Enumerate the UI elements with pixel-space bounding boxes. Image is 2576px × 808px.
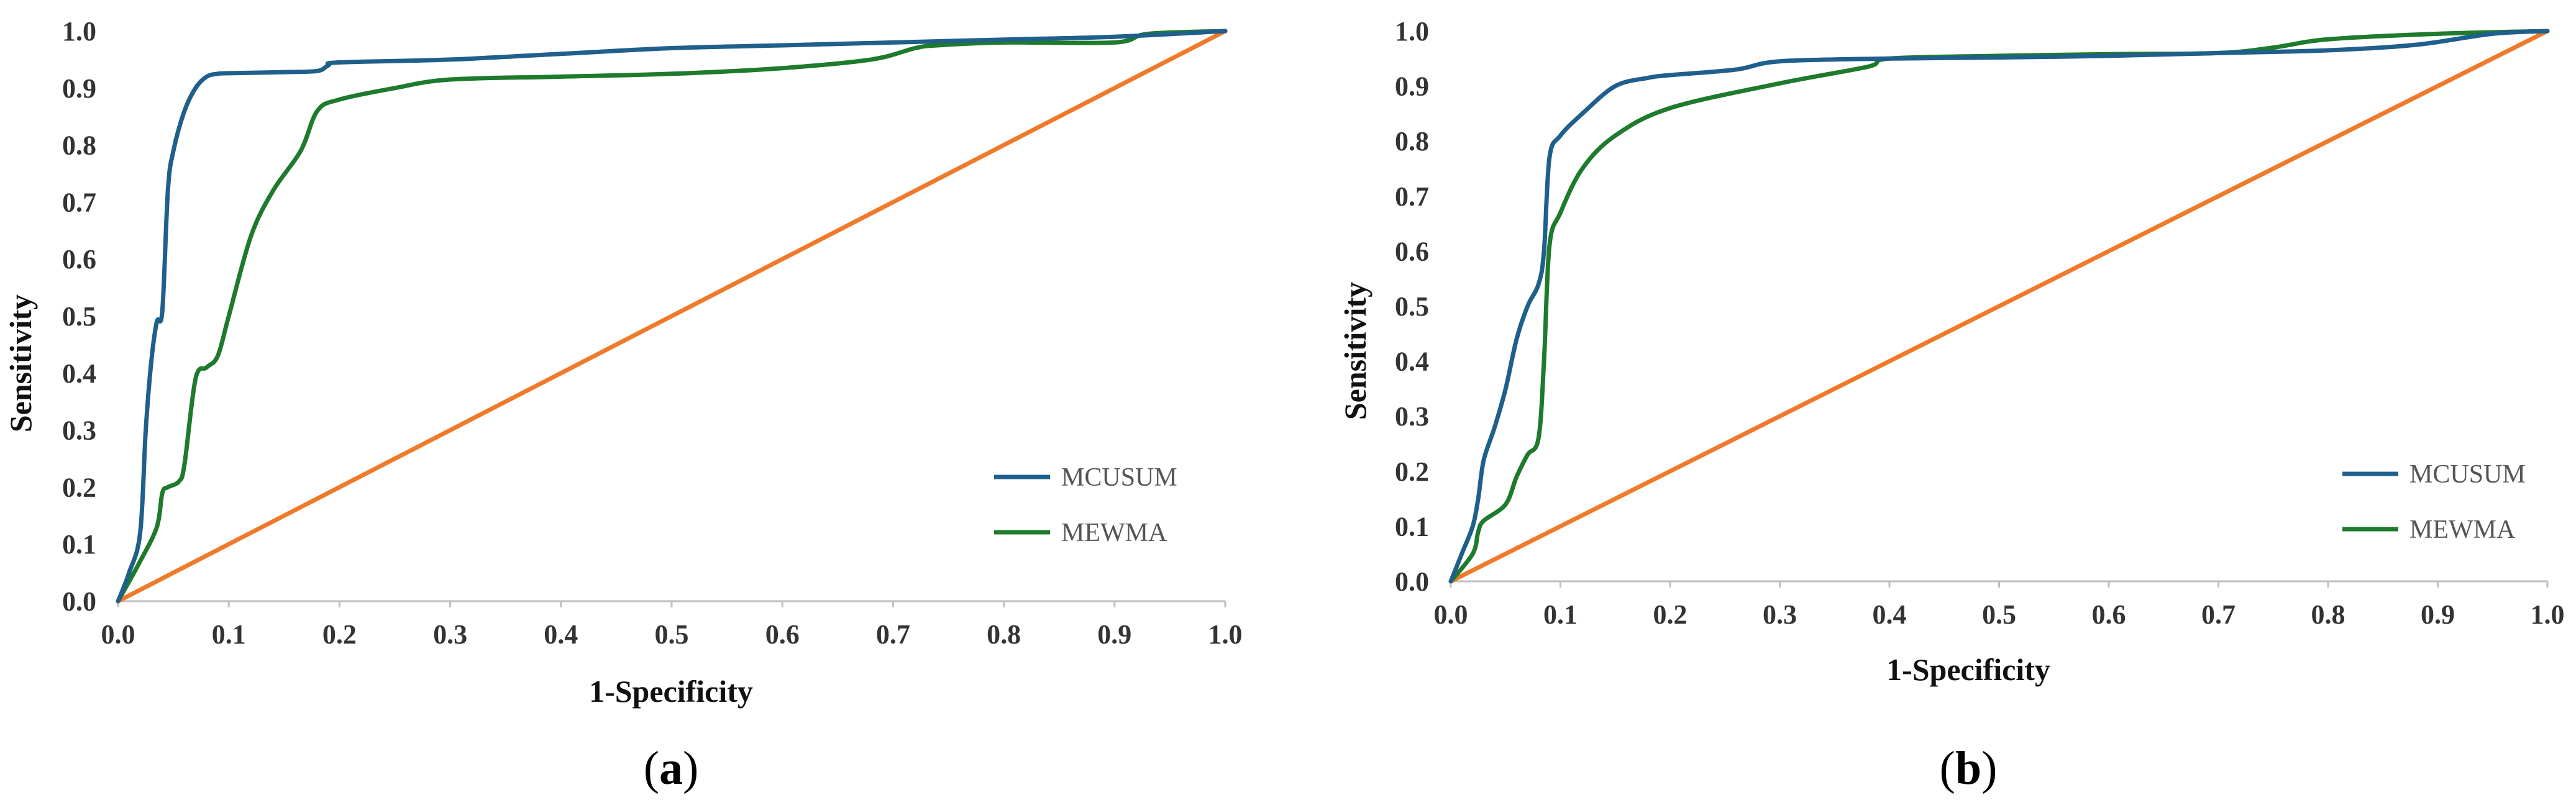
x-tick-label-b: 1.0 (2531, 599, 2565, 630)
x-tick-label-a: 1.0 (1208, 619, 1243, 650)
y-tick-label-b: 0.8 (1395, 126, 1429, 157)
x-tick-label-a: 0.3 (433, 619, 467, 650)
plot-area-a: 0.0 0.1 0.2 0.3 0.4 0.5 0.6 0.7 0.8 0.9 1.0 0.0 0.1 0… (62, 16, 1243, 650)
y-tick-label-b: 0.2 (1395, 456, 1429, 487)
y-tick-label-b: 0.9 (1395, 71, 1429, 102)
x-tick-label-a: 0.9 (1097, 619, 1131, 650)
legend-label-mcusum-a: MCUSUM (1061, 463, 1177, 492)
series-line-mewma-a (116, 29, 1228, 604)
x-tick-label-b: 0.7 (2201, 599, 2236, 630)
chart-panel-a: 0.0 0.1 0.2 0.3 0.4 0.5 0.6 0.7 0.8 0.9 1.0 0.0 0.1 0… (3, 16, 1243, 794)
x-axis-title-a: 1-Specificity (589, 674, 753, 709)
y-tick-label-a: 0.8 (62, 130, 96, 161)
y-tick-label-b: 0.6 (1395, 236, 1429, 266)
legend-label-mewma-b: MEWMA (2409, 515, 2516, 544)
y-tick-label-a: 0.9 (62, 73, 96, 104)
legend-label-mcusum-b: MCUSUM (2409, 460, 2526, 489)
x-tick-label-a: 0.8 (987, 619, 1021, 650)
panel-label-b: (b) (1940, 742, 1998, 794)
x-tick-label-b: 0.6 (2092, 599, 2126, 630)
x-tick-label-a: 0.0 (101, 619, 135, 650)
chart-panel-b: 0.0 0.1 0.2 0.3 0.4 0.5 0.6 0.7 0.8 0.9 1.0 0.0 0.1 0… (1338, 16, 2565, 794)
y-tick-label-a: 0.5 (62, 301, 96, 332)
series-line-mcusum-b (1448, 29, 2550, 584)
y-tick-label-a: 0.3 (62, 415, 96, 446)
x-tick-label-a: 0.2 (322, 619, 357, 650)
plot-area-b: 0.0 0.1 0.2 0.3 0.4 0.5 0.6 0.7 0.8 0.9 1.0 0.0 0.1 0… (1395, 16, 2565, 630)
y-tick-label-a: 0.7 (62, 187, 96, 217)
y-axis-title-a: Sensitivity (3, 294, 38, 432)
legend-label-mewma-a: MEWMA (1061, 519, 1167, 547)
x-tick-label-b: 0.9 (2421, 599, 2455, 630)
y-tick-label-b: 0.5 (1395, 291, 1429, 322)
x-tick-label-b: 0.8 (2311, 599, 2345, 630)
y-tick-label-b: 0.1 (1395, 511, 1429, 542)
y-tick-label-a: 0.4 (62, 358, 96, 389)
series-line-mcusum-a (116, 29, 1228, 604)
series-line-reference-b (1448, 29, 2550, 584)
x-tick-label-a: 0.6 (765, 619, 800, 650)
x-tick-label-a: 0.5 (655, 619, 689, 650)
y-tick-label-b: 0.3 (1395, 401, 1429, 432)
y-tick-label-b: 0.0 (1395, 566, 1429, 597)
y-tick-label-a: 0.1 (62, 529, 96, 560)
x-tick-label-b: 0.4 (1873, 599, 1907, 630)
legend-a: MCUSUM MEWMA (994, 463, 1177, 547)
x-tick-label-a: 0.1 (212, 619, 246, 650)
legend-b: MCUSUM MEWMA (2342, 460, 2526, 544)
panel-label-a: (a) (644, 742, 699, 794)
x-axis-title-b: 1-Specificity (1886, 652, 2050, 687)
y-tick-label-a: 0.2 (62, 472, 96, 502)
x-tick-label-b: 0.1 (1543, 599, 1578, 630)
x-tick-label-a: 0.7 (876, 619, 910, 650)
x-tick-label-b: 0.3 (1763, 599, 1797, 630)
series-line-reference-a (116, 29, 1228, 604)
series-line-mewma-b (1448, 29, 2550, 584)
y-tick-label-b: 0.7 (1395, 181, 1429, 212)
y-tick-label-a: 0.0 (62, 586, 96, 617)
x-tick-label-b: 0.0 (1434, 599, 1468, 630)
y-tick-label-b: 1.0 (1395, 16, 1429, 47)
y-tick-label-b: 0.4 (1395, 347, 1429, 377)
x-tick-label-a: 0.4 (544, 619, 578, 650)
x-tick-label-b: 0.2 (1653, 599, 1688, 630)
y-tick-label-a: 0.6 (62, 244, 96, 275)
x-tick-label-b: 0.5 (1982, 599, 2016, 630)
y-tick-label-a: 1.0 (62, 16, 96, 47)
y-axis-title-b: Sensitivity (1338, 282, 1372, 420)
